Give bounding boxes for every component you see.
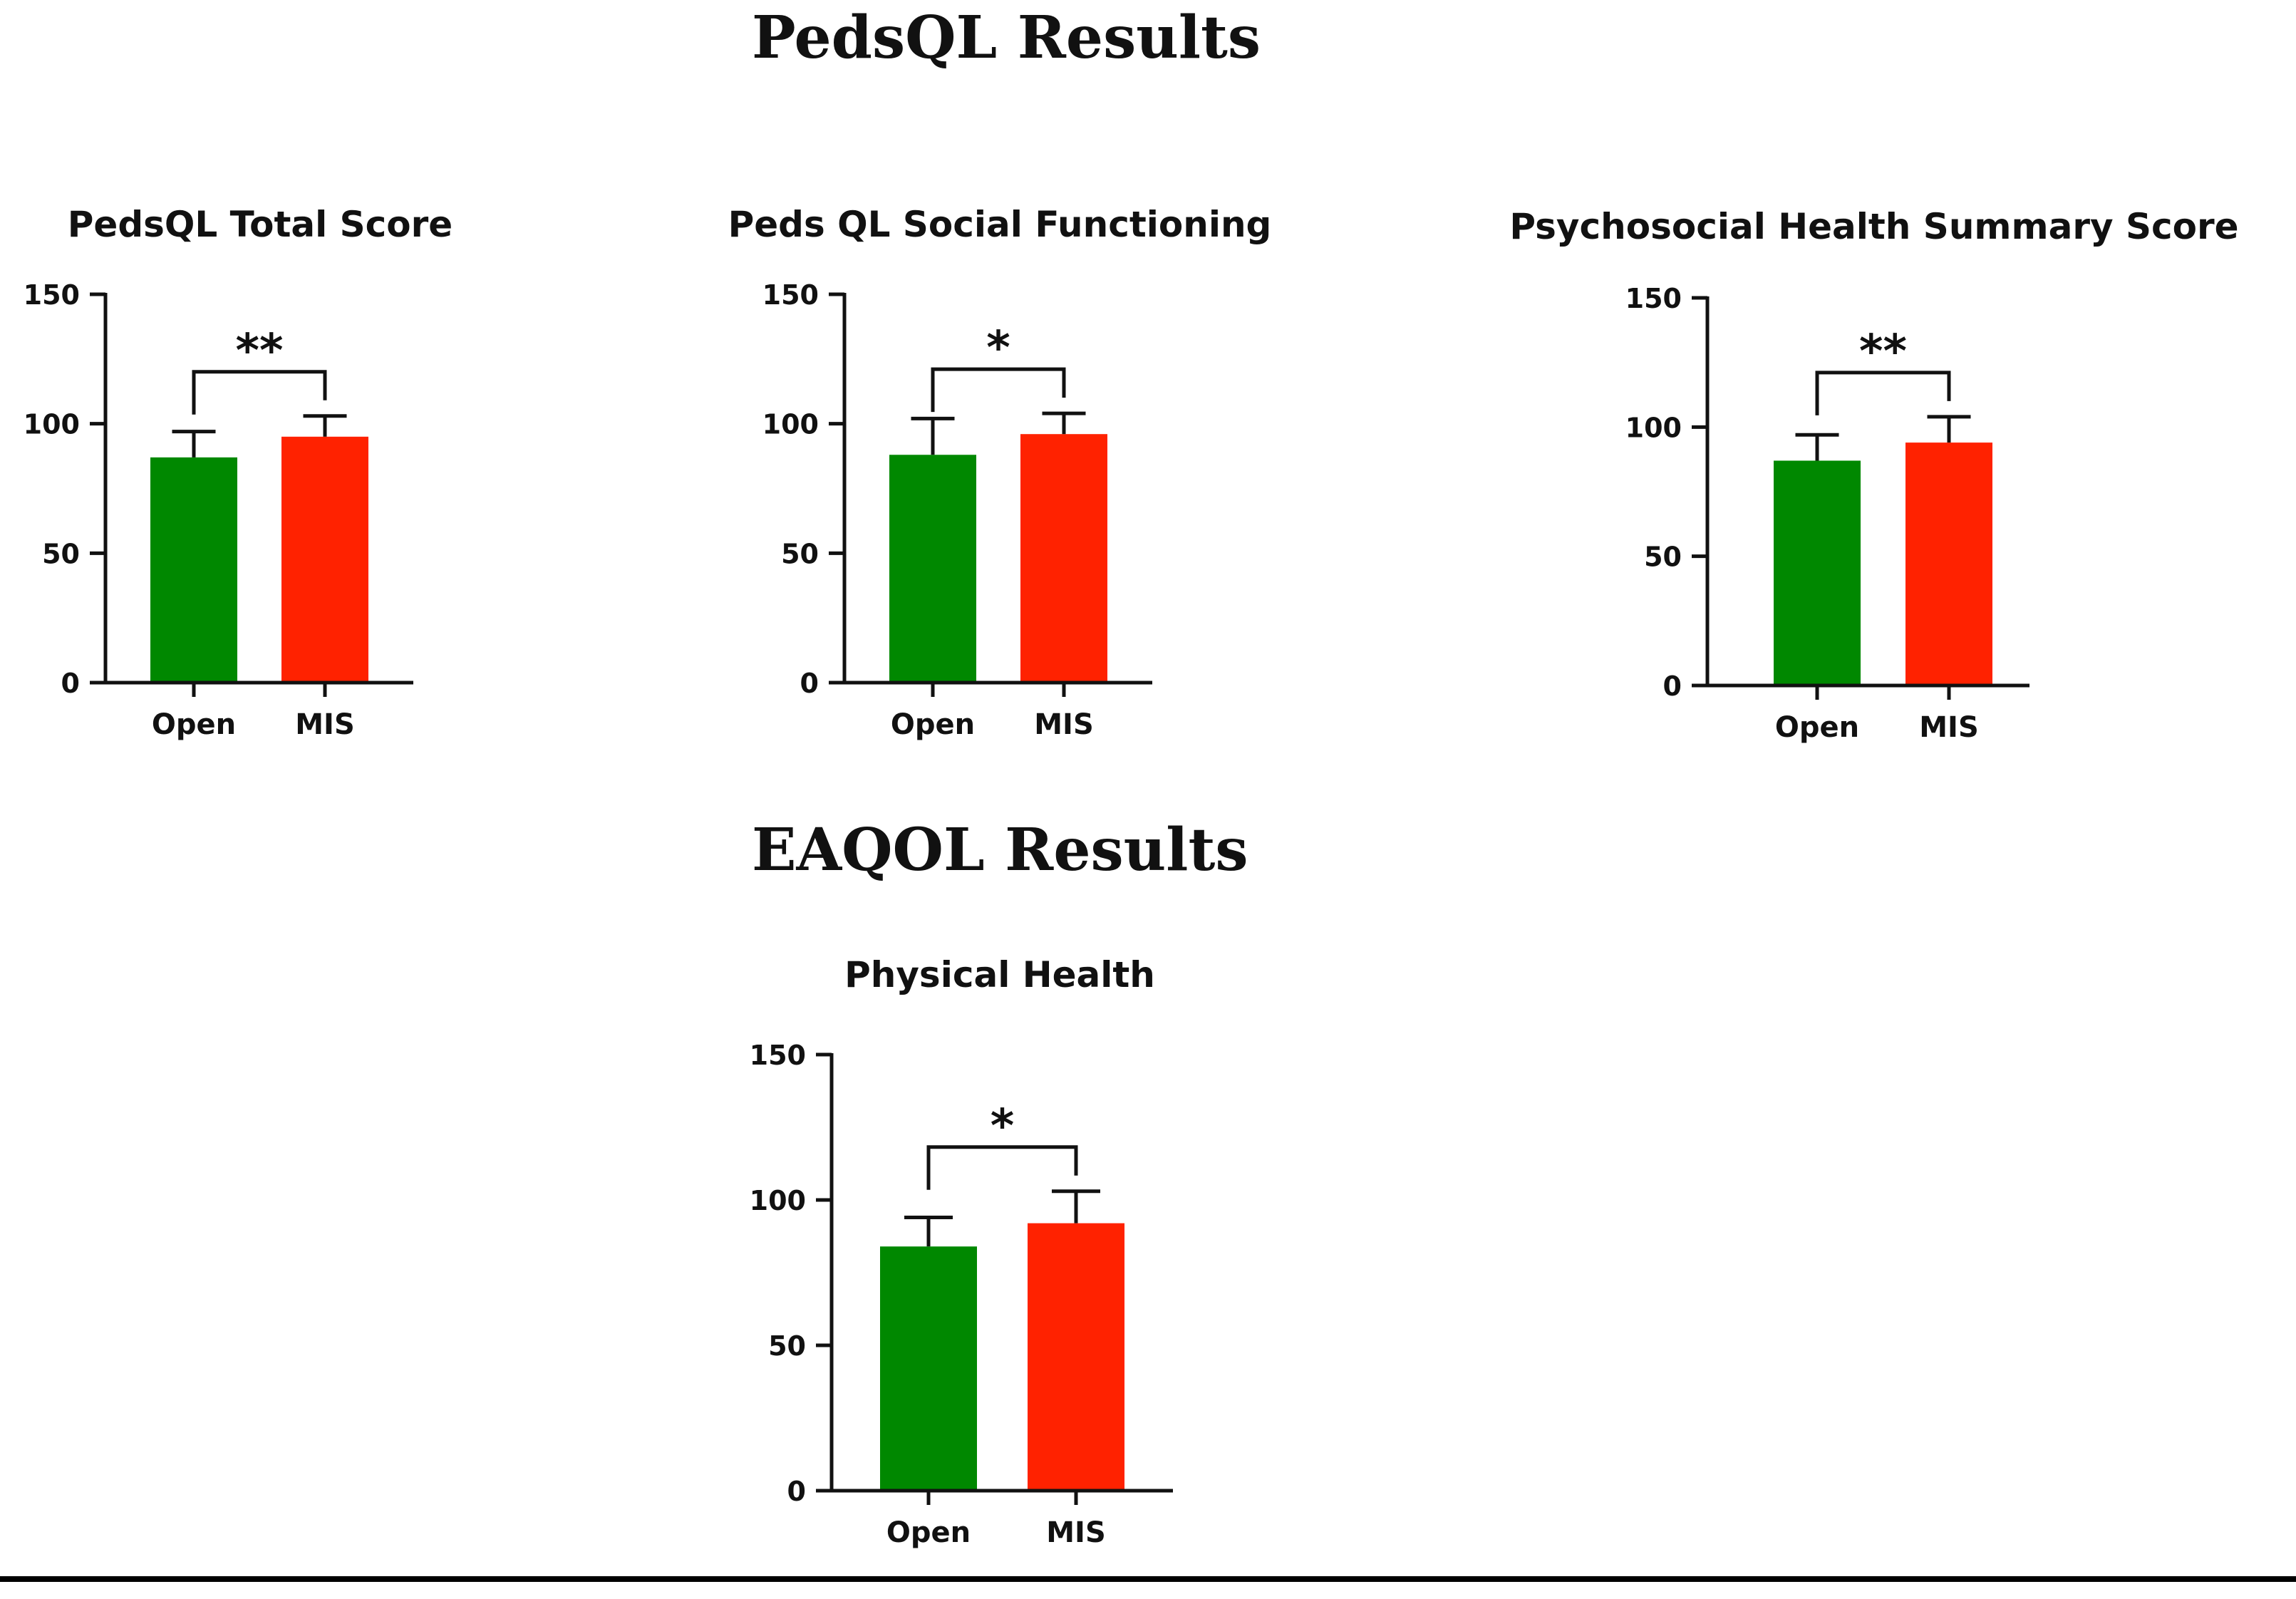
significance-bracket bbox=[1815, 371, 1951, 415]
error-bar-open bbox=[172, 430, 216, 457]
significance-label: ** bbox=[236, 325, 284, 378]
error-bar-mis bbox=[303, 414, 347, 437]
chart-psychosocial-health-summary: Psychosocial Health Summary Score Open MIS… bbox=[1509, 206, 2238, 744]
bar-open bbox=[889, 455, 976, 683]
bar-open bbox=[1774, 460, 1861, 685]
category-label-open: Open bbox=[891, 708, 975, 741]
significance-bracket bbox=[931, 367, 1066, 413]
y-tick-label: 0 bbox=[800, 668, 819, 699]
y-tick-label: 50 bbox=[1644, 542, 1682, 573]
category-label-open: Open bbox=[1775, 711, 1859, 744]
error-bar-open bbox=[911, 416, 955, 455]
bar-open bbox=[880, 1246, 977, 1491]
bar-mis bbox=[1905, 443, 1992, 685]
category-label-mis: MIS bbox=[1919, 711, 1979, 744]
chart-pedsql-social-functioning: Peds QL Social Functioning Open MIS 0 50 100 1… bbox=[728, 204, 1272, 741]
chart-title: Physical Health bbox=[844, 954, 1155, 995]
y-tick-label: 100 bbox=[1625, 412, 1682, 443]
category-label-mis: MIS bbox=[1034, 708, 1094, 741]
category-label-mis: MIS bbox=[295, 708, 355, 741]
y-tick-label: 150 bbox=[1625, 283, 1682, 314]
y-tick-label: 100 bbox=[750, 1185, 806, 1216]
category-label-open: Open bbox=[152, 708, 236, 741]
y-tick-label: 50 bbox=[781, 538, 819, 569]
error-bar-mis bbox=[1042, 411, 1086, 435]
bar-open bbox=[150, 457, 237, 683]
chart-physical-health: Physical Health Open MIS 0 50 100 150 * bbox=[750, 954, 1173, 1549]
chart-title: PedsQL Total Score bbox=[68, 204, 453, 245]
significance-label: ** bbox=[1859, 326, 1907, 378]
section-title-eaqol: EAQOL Results bbox=[752, 816, 1248, 884]
bar-mis bbox=[281, 436, 368, 683]
y-tick-label: 0 bbox=[1663, 671, 1682, 702]
significance-label: * bbox=[991, 1100, 1014, 1153]
y-tick-label: 100 bbox=[762, 409, 819, 440]
error-bar-open bbox=[1795, 433, 1839, 461]
y-tick-label: 150 bbox=[762, 279, 819, 311]
category-label-open: Open bbox=[886, 1516, 971, 1549]
significance-bracket bbox=[192, 370, 327, 415]
chart-title: Peds QL Social Functioning bbox=[728, 204, 1272, 245]
significance-label: * bbox=[986, 322, 1010, 375]
category-label-mis: MIS bbox=[1046, 1516, 1106, 1549]
chart-pedsql-total-score: PedsQL Total Score Open MIS 0 50 100 150 ** bbox=[24, 204, 453, 741]
chart-title: Psychosocial Health Summary Score bbox=[1509, 206, 2238, 247]
significance-bracket bbox=[926, 1145, 1078, 1190]
y-tick-label: 0 bbox=[787, 1476, 806, 1507]
y-tick-label: 50 bbox=[42, 538, 80, 569]
bottom-divider bbox=[0, 1576, 2296, 1582]
error-bar-mis bbox=[1927, 415, 1971, 443]
y-tick-label: 0 bbox=[61, 668, 80, 699]
bar-mis bbox=[1028, 1223, 1124, 1491]
y-tick-label: 150 bbox=[24, 279, 80, 311]
section-title-pedsql: PedsQL Results bbox=[752, 4, 1261, 72]
error-bar-mis bbox=[1052, 1189, 1100, 1223]
error-bar-open bbox=[904, 1215, 953, 1247]
bar-mis bbox=[1020, 434, 1107, 683]
y-tick-label: 100 bbox=[24, 409, 80, 440]
y-tick-label: 150 bbox=[750, 1040, 806, 1071]
y-tick-label: 50 bbox=[768, 1330, 806, 1362]
